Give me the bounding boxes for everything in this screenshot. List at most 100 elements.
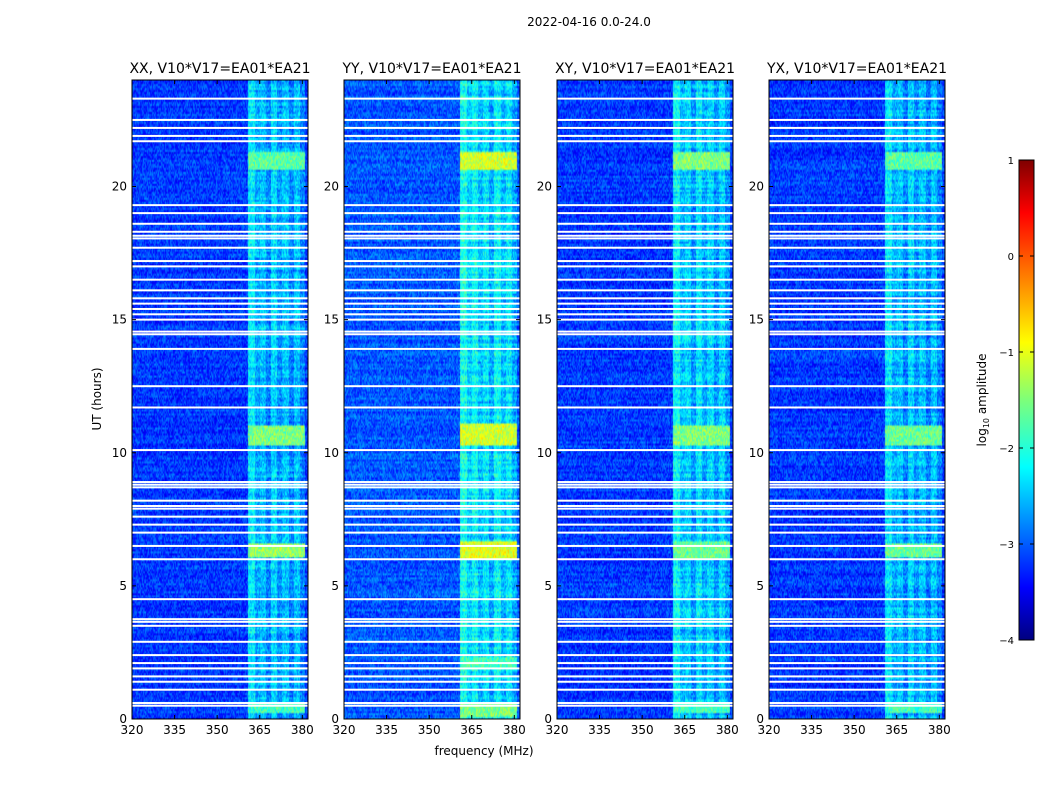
- flagged-time-row: [557, 302, 733, 305]
- flagged-time-row: [132, 333, 308, 336]
- flagged-time-row: [344, 507, 520, 510]
- flagged-time-row: [557, 662, 733, 665]
- flagged-time-row: [557, 265, 733, 268]
- flagged-time-row: [132, 126, 308, 129]
- flagged-time-row: [344, 704, 520, 707]
- flagged-time-row: [344, 330, 520, 333]
- flagged-time-row: [344, 675, 520, 678]
- colorbar: 10−1−2−3−4 log10 amplitude: [975, 156, 1035, 647]
- flagged-time-row: [132, 515, 308, 518]
- flagged-time-row: [344, 515, 520, 518]
- flagged-time-row: [132, 318, 308, 321]
- flagged-time-row: [557, 688, 733, 691]
- flagged-time-row: [769, 237, 945, 240]
- x-tick-label: 380: [503, 723, 526, 737]
- flagged-time-row: [344, 523, 520, 526]
- flagged-time-row: [344, 140, 520, 143]
- flagged-time-row: [557, 624, 733, 627]
- flagged-time-row: [557, 307, 733, 310]
- flagged-time-row: [769, 531, 945, 534]
- flagged-time-row: [344, 558, 520, 561]
- flagged-time-row: [132, 97, 308, 100]
- y-tick-label: 15: [112, 313, 127, 327]
- flag-lines-xx: [132, 97, 308, 707]
- flagged-time-row: [344, 598, 520, 601]
- x-ticks-xx: 320 335 350 365 380: [121, 80, 314, 737]
- x-tick-label: 380: [716, 723, 739, 737]
- colorbar-ticks: 1 0 −1 −2 −3 −4: [999, 156, 1034, 647]
- colorbar-tick-label: −4: [999, 636, 1014, 647]
- flagged-time-row: [132, 278, 308, 281]
- flagged-time-row: [132, 449, 308, 452]
- flagged-time-row: [344, 640, 520, 643]
- flagged-time-row: [557, 134, 733, 137]
- colorbar-label-rest: amplitude: [975, 354, 989, 418]
- y-tick-label: 15: [537, 313, 552, 327]
- flagged-time-row: [344, 297, 520, 300]
- flagged-time-row: [344, 654, 520, 657]
- y-ticks-xx: 0 5 10 15 20: [112, 180, 308, 726]
- flagged-time-row: [557, 507, 733, 510]
- x-tick-label: 320: [758, 723, 781, 737]
- flagged-time-row: [557, 212, 733, 215]
- flagged-time-row: [769, 515, 945, 518]
- flagged-time-row: [557, 680, 733, 683]
- flagged-time-row: [557, 204, 733, 207]
- y-tick-label: 0: [756, 712, 764, 726]
- flagged-time-row: [132, 347, 308, 350]
- y-tick-label: 0: [544, 712, 552, 726]
- colorbar-label-base: log: [975, 428, 989, 446]
- flagged-time-row: [132, 140, 308, 143]
- flagged-time-row: [557, 704, 733, 707]
- flagged-time-row: [769, 544, 945, 547]
- flagged-time-row: [769, 318, 945, 321]
- y-tick-label: 20: [537, 180, 552, 194]
- flagged-time-row: [344, 667, 520, 670]
- flagged-time-row: [557, 449, 733, 452]
- colorbar-gradient: [1018, 159, 1035, 641]
- flagged-time-row: [132, 406, 308, 409]
- flagged-time-row: [557, 667, 733, 670]
- x-tick-label: 320: [333, 723, 356, 737]
- flagged-time-row: [557, 544, 733, 547]
- heatmap-image-yx: [769, 80, 945, 719]
- flagged-time-row: [344, 544, 520, 547]
- flagged-time-row: [132, 680, 308, 683]
- flagged-time-row: [557, 237, 733, 240]
- flagged-time-row: [132, 246, 308, 249]
- flagged-time-row: [557, 620, 733, 623]
- colorbar-tick-label: −3: [999, 540, 1014, 551]
- flagged-time-row: [769, 486, 945, 489]
- panel-xy: XY, V10*V17=EA01*EA21 320 335 350 365 380 0 5…: [537, 61, 739, 737]
- flagged-time-row: [132, 234, 308, 237]
- flagged-time-row: [344, 486, 520, 489]
- flagged-time-row: [769, 505, 945, 507]
- flagged-time-row: [769, 675, 945, 678]
- flagged-time-row: [132, 313, 308, 316]
- flagged-time-row: [557, 318, 733, 321]
- flagged-time-row: [769, 222, 945, 225]
- flagged-time-row: [132, 640, 308, 643]
- x-tick-label: 380: [928, 723, 951, 737]
- flagged-time-row: [769, 620, 945, 623]
- x-tick-label: 350: [631, 723, 654, 737]
- flagged-time-row: [557, 313, 733, 316]
- panel-title-yy: YY, V10*V17=EA01*EA21: [342, 61, 522, 77]
- flagged-time-row: [557, 702, 733, 705]
- y-tick-label: 20: [749, 180, 764, 194]
- flagged-time-row: [344, 318, 520, 321]
- flagged-time-row: [132, 531, 308, 534]
- flagged-time-row: [344, 126, 520, 129]
- flagged-time-row: [344, 449, 520, 452]
- flagged-time-row: [344, 333, 520, 336]
- flagged-time-row: [769, 449, 945, 452]
- flagged-time-row: [769, 662, 945, 665]
- flagged-time-row: [344, 620, 520, 623]
- panel-title-xy: XY, V10*V17=EA01*EA21: [555, 61, 735, 77]
- flagged-time-row: [557, 406, 733, 409]
- flagged-time-row: [557, 531, 733, 534]
- flagged-time-row: [769, 330, 945, 333]
- flagged-time-row: [132, 558, 308, 561]
- flagged-time-row: [344, 505, 520, 507]
